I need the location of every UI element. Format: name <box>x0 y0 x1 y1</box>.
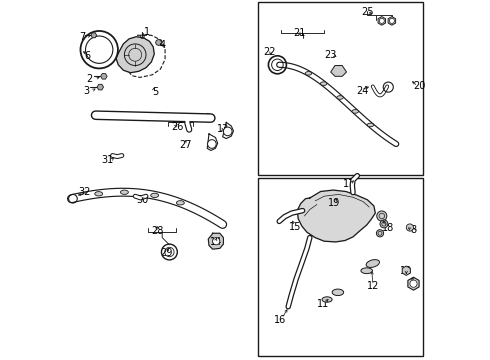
Ellipse shape <box>305 72 312 75</box>
Text: 16: 16 <box>274 315 286 325</box>
Polygon shape <box>378 17 386 25</box>
Text: 11: 11 <box>318 299 330 309</box>
Text: 13: 13 <box>217 124 229 134</box>
Circle shape <box>223 127 232 136</box>
Circle shape <box>406 224 414 231</box>
Polygon shape <box>402 266 410 275</box>
Text: 6: 6 <box>85 51 91 61</box>
Text: 12: 12 <box>367 281 379 291</box>
Text: 25: 25 <box>361 6 374 17</box>
Polygon shape <box>116 37 154 73</box>
Text: 22: 22 <box>263 47 276 57</box>
Circle shape <box>379 18 384 23</box>
Ellipse shape <box>95 192 103 196</box>
Text: 29: 29 <box>160 248 172 258</box>
Text: 15: 15 <box>289 222 301 232</box>
Circle shape <box>213 238 220 245</box>
Ellipse shape <box>367 123 374 127</box>
Bar <box>258 178 423 356</box>
Circle shape <box>156 40 162 45</box>
Ellipse shape <box>151 193 159 198</box>
Text: 10: 10 <box>400 266 413 276</box>
Circle shape <box>376 230 384 237</box>
Circle shape <box>410 280 417 287</box>
Text: 27: 27 <box>179 140 192 150</box>
Text: 18: 18 <box>382 222 394 233</box>
Polygon shape <box>100 73 107 79</box>
Ellipse shape <box>176 201 184 205</box>
Polygon shape <box>97 84 103 90</box>
Circle shape <box>377 211 387 221</box>
Text: 19: 19 <box>328 198 341 208</box>
Text: 28: 28 <box>152 226 164 236</box>
Text: 1: 1 <box>144 27 150 37</box>
Text: 4: 4 <box>159 40 165 50</box>
Text: 3: 3 <box>83 86 90 96</box>
Ellipse shape <box>332 289 343 296</box>
Ellipse shape <box>322 297 332 302</box>
Ellipse shape <box>337 96 343 99</box>
Bar <box>258 2 423 175</box>
Circle shape <box>390 18 394 23</box>
Ellipse shape <box>361 268 372 274</box>
Ellipse shape <box>352 109 359 113</box>
Ellipse shape <box>121 190 128 194</box>
Polygon shape <box>208 233 223 249</box>
Text: 2: 2 <box>86 74 93 84</box>
Circle shape <box>208 140 216 148</box>
Text: 20: 20 <box>414 81 426 91</box>
Text: 26: 26 <box>171 122 184 132</box>
Text: 8: 8 <box>411 225 416 235</box>
Text: 9: 9 <box>411 278 416 288</box>
Text: 14: 14 <box>210 237 222 247</box>
Polygon shape <box>408 277 419 290</box>
Circle shape <box>380 220 388 228</box>
Text: 32: 32 <box>78 186 91 197</box>
Polygon shape <box>388 17 395 25</box>
Text: 31: 31 <box>101 155 114 165</box>
Text: 23: 23 <box>324 50 337 60</box>
Text: 17: 17 <box>343 179 356 189</box>
Polygon shape <box>91 33 97 38</box>
Text: 21: 21 <box>293 28 305 38</box>
Text: 7: 7 <box>79 32 85 42</box>
Ellipse shape <box>320 82 327 85</box>
Text: 30: 30 <box>136 195 148 205</box>
Polygon shape <box>331 66 346 76</box>
Ellipse shape <box>366 260 379 267</box>
Text: 24: 24 <box>356 86 368 96</box>
Polygon shape <box>297 190 375 242</box>
Text: 5: 5 <box>152 87 158 97</box>
